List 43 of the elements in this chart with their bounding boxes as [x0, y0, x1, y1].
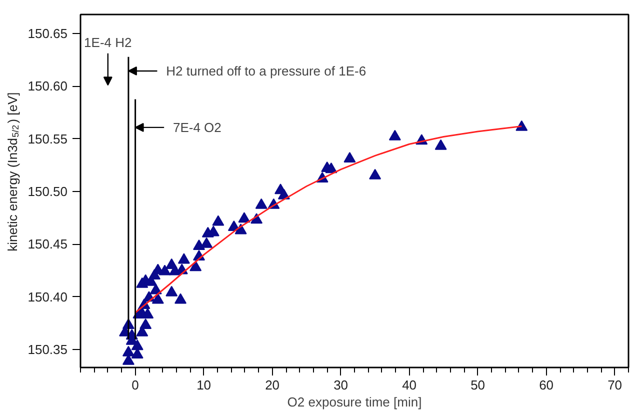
point — [369, 168, 382, 180]
point — [178, 253, 190, 264]
y-tick-label: 150.55 — [28, 131, 68, 146]
y-tick-label: 150.40 — [28, 289, 68, 304]
point — [150, 284, 162, 294]
annotation: 1E-4 H2 — [84, 35, 132, 50]
point — [174, 293, 187, 304]
y-axis-title: kinetic energy (In3d5/2) [eV] — [5, 92, 20, 252]
x-tick-label: 40 — [402, 378, 417, 392]
x-tick-label: 30 — [334, 378, 348, 392]
point — [255, 198, 268, 209]
point — [212, 215, 224, 226]
point — [325, 162, 338, 174]
point — [202, 226, 214, 238]
y-tick-label: 150.50 — [28, 184, 68, 200]
y-tick-label: 150.65 — [28, 26, 68, 41]
x-tick-label: 10 — [196, 378, 212, 392]
point — [388, 130, 401, 140]
point — [166, 286, 178, 296]
point — [238, 212, 250, 223]
point — [131, 340, 144, 350]
point — [122, 346, 134, 356]
point — [142, 308, 154, 318]
x-tick-label: 0 — [132, 378, 139, 392]
x-tick-label: 60 — [539, 378, 554, 392]
point — [344, 152, 356, 163]
point — [516, 120, 528, 131]
point — [136, 277, 148, 288]
y-tick-label: 150.35 — [28, 342, 68, 358]
x-tick-label: 50 — [470, 378, 486, 392]
point — [166, 258, 178, 269]
ref-line-label: H2 turned off to a pressure of 1E-6 — [166, 63, 366, 78]
y-tick-label: 150.60 — [28, 78, 68, 94]
y-tick-label: 150.45 — [28, 236, 68, 252]
point — [140, 318, 152, 330]
x-axis-title: O2 exposure time [min] — [287, 394, 422, 410]
point — [193, 239, 206, 250]
x-tick-label: 20 — [265, 378, 280, 392]
point — [434, 139, 447, 150]
point — [200, 237, 213, 248]
ref-line-label: 7E-4 O2 — [172, 120, 222, 135]
point — [190, 260, 202, 272]
x-tick-label: 70 — [608, 378, 622, 392]
